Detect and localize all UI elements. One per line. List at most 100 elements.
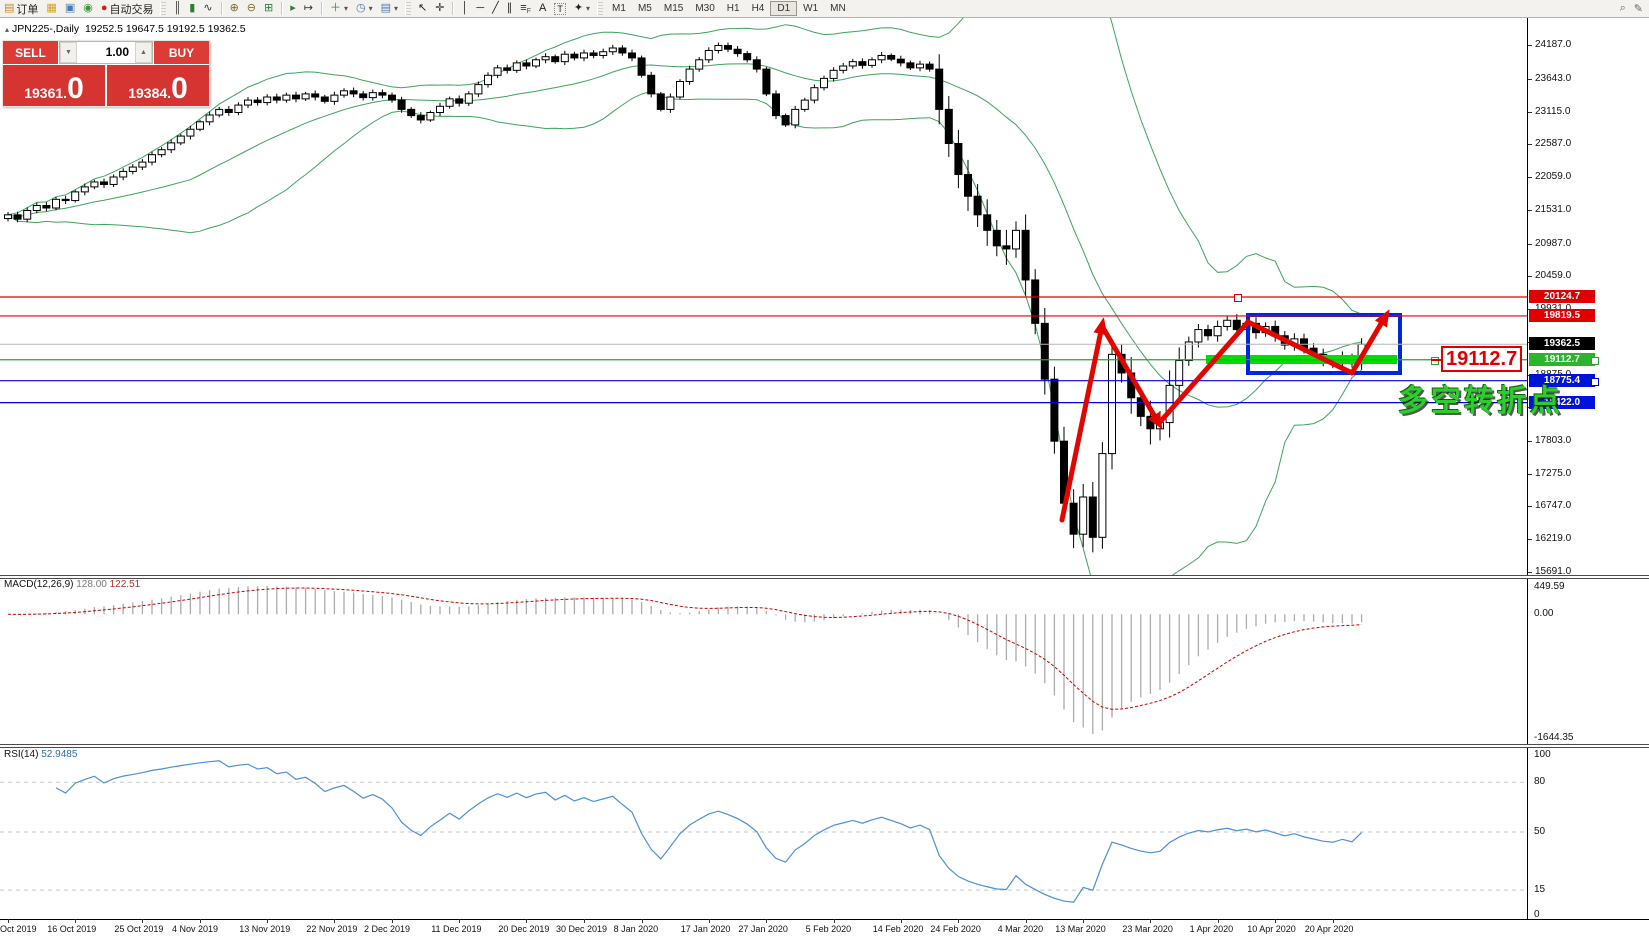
auto-scroll-button[interactable]: ▸ bbox=[286, 1, 300, 16]
cursor-button[interactable]: ↖ bbox=[414, 1, 431, 16]
horizontal-line-button[interactable]: ─ bbox=[472, 1, 488, 16]
price-callout-label[interactable]: 19112.7 bbox=[1430, 346, 1523, 372]
date-label[interactable]: 14 Feb 2020 bbox=[872, 924, 924, 934]
date-label[interactable]: Oct 2019 bbox=[0, 924, 37, 934]
volume-stepper[interactable]: ▼ 1.00 ▲ bbox=[59, 41, 153, 64]
timeframe-button-m5[interactable]: M5 bbox=[637, 3, 652, 14]
rsi-line bbox=[55, 760, 1363, 903]
edit-icon[interactable]: ✎ bbox=[1633, 3, 1643, 15]
rsi-indicator-label: RSI(14) 52.9485 bbox=[4, 749, 78, 760]
date-label[interactable]: 27 Jan 2020 bbox=[738, 924, 788, 934]
timeframe-button-h1[interactable]: H1 bbox=[726, 3, 740, 14]
date-tick bbox=[459, 919, 461, 923]
auto-scroll-glyph: ▸ bbox=[290, 2, 296, 14]
zoom-out-button[interactable]: ⊖ bbox=[243, 1, 260, 16]
object-selection-handle[interactable] bbox=[1431, 357, 1439, 365]
zoom-in-button[interactable]: ⊕ bbox=[226, 1, 243, 16]
sell-button[interactable]: SELL bbox=[3, 41, 58, 64]
timeframe-button-w1[interactable]: W1 bbox=[803, 3, 819, 14]
volume-up-button[interactable]: ▲ bbox=[135, 42, 152, 63]
channel-button[interactable]: ∥ bbox=[503, 1, 517, 16]
buy-button[interactable]: BUY bbox=[154, 41, 209, 64]
bar-chart-button[interactable]: ║ bbox=[169, 1, 185, 16]
tile-windows-button[interactable]: ⊞ bbox=[260, 1, 277, 16]
date-label[interactable]: 30 Dec 2019 bbox=[556, 924, 608, 934]
level-price-label-18775.4: 18775.4 bbox=[1529, 373, 1595, 387]
text-label-button[interactable]: T bbox=[550, 1, 570, 16]
date-label[interactable]: 4 Mar 2020 bbox=[997, 924, 1044, 934]
vertical-line-button[interactable]: │ bbox=[457, 1, 472, 16]
autotrade-button[interactable]: ● 自动交易 bbox=[100, 2, 154, 16]
object-selection-handle[interactable] bbox=[1234, 294, 1242, 302]
timeframe-button-m15[interactable]: M15 bbox=[663, 3, 684, 14]
object-selection-handle[interactable] bbox=[1591, 357, 1599, 365]
date-label[interactable]: 25 Oct 2019 bbox=[114, 924, 164, 934]
line-chart-glyph: ∿ bbox=[203, 2, 213, 14]
date-label[interactable]: 4 Nov 2019 bbox=[172, 924, 219, 934]
timeframe-button-mn[interactable]: MN bbox=[830, 3, 846, 14]
chart-shift-button[interactable]: ↦ bbox=[300, 1, 317, 16]
macd-histogram bbox=[16, 586, 1363, 734]
date-label[interactable]: 10 Apr 2020 bbox=[1247, 924, 1296, 934]
main-chart-pane[interactable] bbox=[0, 17, 1527, 578]
toolbar-grip[interactable] bbox=[405, 2, 412, 15]
price-tick-label: 16747.0 bbox=[1535, 500, 1572, 512]
level-price-label-19112.7: 19112.7 bbox=[1529, 352, 1595, 366]
date-label[interactable]: 5 Feb 2020 bbox=[805, 924, 852, 934]
market-watch-icon[interactable]: ▦ bbox=[42, 1, 60, 16]
date-label[interactable]: 16 Oct 2019 bbox=[47, 924, 97, 934]
new-order-button[interactable]: ▤ 订单 bbox=[4, 2, 39, 16]
pane-separator-macd[interactable] bbox=[0, 575, 1649, 579]
red-trend-arrows[interactable] bbox=[1059, 309, 1390, 523]
annotation-text-cn[interactable]: 多空转折点 bbox=[1398, 385, 1563, 418]
ohlc-values: 19252.5 19647.5 19192.5 19362.5 bbox=[84, 23, 246, 35]
date-tick bbox=[526, 919, 528, 923]
toolbar-separator bbox=[220, 2, 222, 15]
volume-value[interactable]: 1.00 bbox=[105, 45, 129, 59]
fibonacci-button[interactable]: ≡ F bbox=[520, 2, 531, 15]
date-label[interactable]: 20 Dec 2019 bbox=[498, 924, 550, 934]
object-selection-handle[interactable] bbox=[1591, 378, 1599, 386]
chart-collapse-icon[interactable]: ▴ bbox=[5, 25, 10, 34]
price-tick bbox=[1528, 571, 1532, 573]
date-label[interactable]: 13 Nov 2019 bbox=[239, 924, 291, 934]
crosshair-button[interactable]: ✛ bbox=[431, 1, 448, 16]
line-chart-button[interactable]: ∿ bbox=[199, 1, 216, 16]
arrows-button[interactable]: ✦ ▾ bbox=[573, 2, 591, 14]
main-toolbar: ▤ 订单 ▦ ▣ ◉ ● 自动交易 ║ ▮ ∿ ⊕ ⊖ ⊞ ▸ ↦ ＋ ▾ ◷ ▾ ▤ ▾ ↖ ✛ │ ─ ╱ ∥ ≡ F A T ✦ ▾ M1 M… bbox=[0, 0, 1649, 18]
timeframe-button-h4[interactable]: H4 bbox=[751, 3, 765, 14]
date-label[interactable]: 13 Mar 2020 bbox=[1055, 924, 1106, 934]
sell-price[interactable]: 19361. 0 bbox=[3, 65, 105, 106]
macd-pane[interactable] bbox=[0, 578, 1527, 746]
trendline-button[interactable]: ╱ bbox=[488, 1, 503, 16]
date-label[interactable]: 20 Apr 2020 bbox=[1304, 924, 1354, 934]
date-label[interactable]: 23 Mar 2020 bbox=[1122, 924, 1173, 934]
search-icon[interactable]: ⌕ bbox=[1619, 2, 1626, 14]
date-label[interactable]: 22 Nov 2019 bbox=[306, 924, 358, 934]
pane-separator-rsi[interactable] bbox=[0, 744, 1649, 748]
templates-button[interactable]: ▤ ▾ bbox=[380, 2, 399, 14]
periods-button[interactable]: ◷ ▾ bbox=[355, 2, 373, 14]
alerts-icon[interactable]: ◉ bbox=[79, 1, 97, 16]
date-label[interactable]: 11 Dec 2019 bbox=[431, 924, 482, 934]
date-label[interactable]: 17 Jan 2020 bbox=[680, 924, 731, 934]
text-button[interactable]: A bbox=[535, 1, 550, 16]
candlestick-button[interactable]: ▮ bbox=[185, 1, 199, 16]
toolbar-grip[interactable] bbox=[160, 2, 167, 15]
indicators-button[interactable]: ＋ ▾ bbox=[329, 2, 348, 14]
timeframe-button-m30[interactable]: M30 bbox=[695, 3, 715, 14]
volume-down-button[interactable]: ▼ bbox=[60, 42, 77, 63]
charts-window-icon[interactable]: ▣ bbox=[61, 1, 79, 16]
toolbar-grip[interactable] bbox=[597, 2, 604, 15]
date-label[interactable]: 2 Dec 2019 bbox=[364, 924, 411, 934]
rsi-pane[interactable] bbox=[0, 747, 1527, 919]
buy-price[interactable]: 19384. 0 bbox=[107, 65, 209, 106]
price-axis[interactable]: 24187.0 23643.0 23115.0 22587.0 22059.0 21531… bbox=[1527, 17, 1649, 919]
date-label[interactable]: 8 Jan 2020 bbox=[613, 924, 659, 934]
timeframe-button-m1[interactable]: M1 bbox=[612, 3, 626, 14]
timeframe-button-d1[interactable]: D1 bbox=[770, 1, 798, 16]
date-label[interactable]: 1 Apr 2020 bbox=[1189, 924, 1234, 934]
date-label[interactable]: 24 Feb 2020 bbox=[930, 924, 981, 934]
price-tick bbox=[1528, 506, 1532, 508]
